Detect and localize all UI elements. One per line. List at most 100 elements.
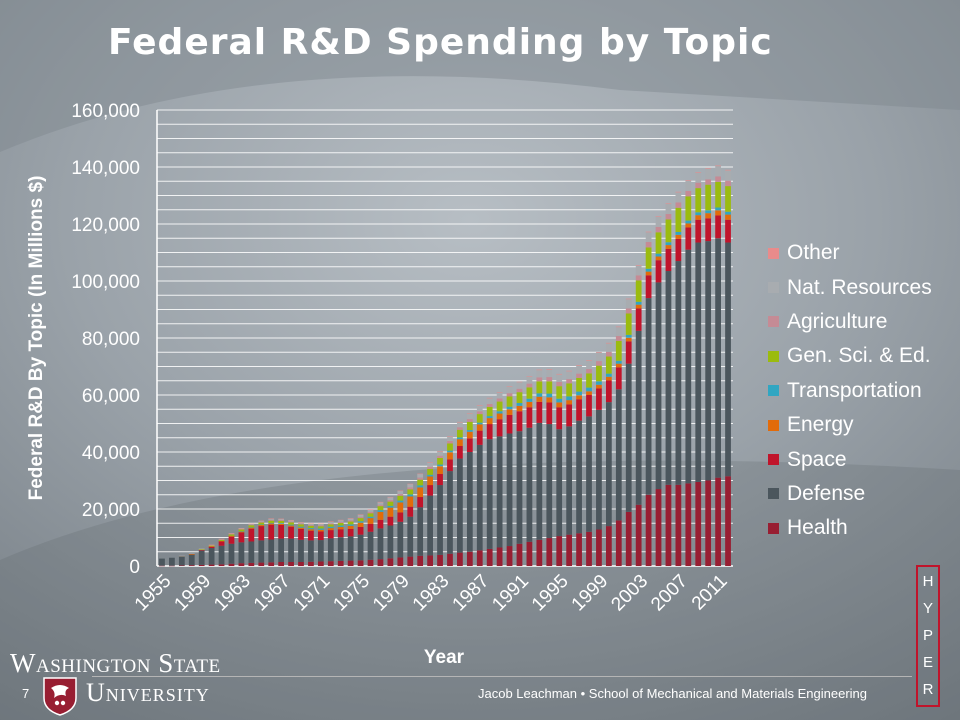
bar-segment-health (208, 564, 215, 566)
bar-segment-nat-resources (466, 413, 473, 420)
bar-segment-gen-sci-ed (725, 186, 731, 212)
bar-segment-nat-resources (447, 436, 453, 442)
bar-segment-health (317, 561, 324, 566)
legend-label: Energy (787, 413, 854, 437)
bar-segment-health (536, 539, 543, 566)
bar-segment-transportation (457, 437, 463, 440)
bar-segment-agriculture (427, 466, 433, 469)
hyper-letter: H (922, 573, 934, 591)
bar-segment-transportation (417, 485, 424, 488)
bar-segment-other (685, 180, 692, 181)
bar-segment-agriculture (615, 336, 622, 341)
bar-segment-health (268, 562, 275, 566)
bar-segment-gen-sci-ed (427, 468, 433, 475)
bar-segment-space (705, 218, 712, 242)
bar-segment-nat-resources (347, 518, 354, 521)
bar-segment-nat-resources (268, 518, 275, 520)
bar-segment-agriculture (268, 519, 275, 521)
bar-segment-nat-resources (566, 371, 573, 380)
bar-segment-agriculture (228, 533, 235, 535)
bar-segment-space (486, 424, 493, 440)
bar-segment-defense (596, 409, 602, 530)
bar-segment-gen-sci-ed (218, 539, 225, 541)
bar-segment-agriculture (258, 521, 265, 523)
bar-segment-gen-sci-ed (536, 381, 543, 394)
bar-segment-transportation (447, 450, 453, 453)
bar-segment-other (516, 381, 523, 383)
bar-segment-energy (427, 476, 433, 486)
bar-segment-defense (367, 531, 374, 560)
bar-segment-health (476, 550, 483, 566)
bar-segment-transportation (576, 391, 582, 396)
bar-segment-nat-resources (655, 216, 662, 227)
bar-segment-agriculture (655, 226, 662, 233)
bar-segment-agriculture (466, 419, 473, 422)
bar-segment-gen-sci-ed (705, 184, 712, 211)
bar-segment-space (238, 532, 245, 543)
bar-segment-nat-resources (367, 509, 374, 512)
bar-segment-energy (496, 413, 503, 420)
bar-segment-energy (586, 391, 592, 395)
bar-segment-defense (288, 538, 294, 563)
legend-item: Nat. Resources (768, 270, 932, 304)
wsu-cougar-logo-icon (43, 677, 77, 716)
bar-segment-space (665, 248, 672, 272)
bar-segment-defense (437, 485, 443, 555)
bar-segment-transportation (625, 334, 632, 338)
bar-segment-other (586, 360, 592, 361)
bar-segment-health (387, 558, 394, 566)
bar-segment-nat-resources (506, 386, 513, 394)
bar-segment-health (605, 526, 612, 566)
bar-segment-transportation (586, 387, 592, 392)
bar-segment-health (159, 565, 165, 567)
legend-swatch (768, 522, 779, 534)
x-tick-label: 1995 (528, 571, 573, 616)
bar-segment-energy (417, 487, 424, 498)
bar-segment-agriculture (496, 398, 503, 402)
bar-segment-agriculture (288, 521, 294, 523)
bar-segment-health (198, 564, 205, 566)
bar-segment-defense (725, 242, 731, 477)
bar-segment-gen-sci-ed (615, 340, 622, 361)
bar-segment-health (586, 531, 592, 566)
x-tick-label: 1979 (369, 571, 414, 616)
bar-segment-transportation (387, 505, 394, 508)
bar-segment-agriculture (695, 182, 702, 189)
bar-segment-nat-resources (178, 555, 185, 557)
legend-item: Agriculture (768, 305, 932, 339)
bar-segment-defense (476, 444, 483, 551)
bar-segment-space (516, 411, 523, 432)
bar-segment-nat-resources (526, 376, 533, 384)
bar-segment-other (715, 165, 721, 167)
bar-segment-health (447, 553, 453, 566)
bar-segment-health (218, 564, 225, 566)
legend-item: Space (768, 442, 932, 476)
bar-segment-nat-resources (715, 166, 721, 177)
bar-segment-space (586, 395, 592, 417)
y-tick-label: 0 (129, 557, 140, 578)
bar-segment-agriculture (665, 214, 672, 220)
bar-segment-defense (397, 521, 404, 558)
bar-segment-agriculture (635, 275, 642, 281)
bar-segment-other (218, 538, 225, 540)
bar-segment-defense (298, 539, 304, 563)
x-tick-label: 1987 (449, 571, 494, 616)
bar-segment-other (556, 373, 563, 375)
bar-segment-agriculture (367, 511, 374, 514)
bar-segment-space (188, 554, 195, 555)
x-tick-label: 1963 (210, 571, 255, 616)
legend-label: Nat. Resources (787, 275, 932, 299)
bar-segment-defense (705, 241, 712, 481)
bar-segment-transportation (675, 231, 682, 235)
bar-segment-energy (208, 546, 215, 547)
bar-segment-health (625, 511, 632, 566)
bar-segment-energy (725, 214, 731, 220)
bar-segment-transportation (466, 430, 473, 432)
bar-segment-transportation (655, 253, 662, 257)
bar-segment-agriculture (536, 377, 543, 382)
bar-segment-space (377, 519, 384, 529)
bar-segment-gen-sci-ed (546, 381, 553, 394)
bar-segment-agriculture (337, 521, 344, 523)
bar-segment-other (367, 509, 374, 510)
bar-segment-transportation (268, 522, 275, 524)
